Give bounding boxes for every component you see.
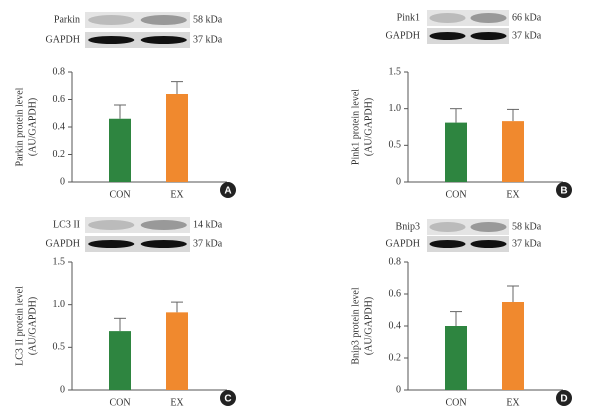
y-tick-label: 0.2 <box>53 149 66 160</box>
panel-letter: B <box>560 186 567 197</box>
bar <box>502 302 524 390</box>
blot-band <box>470 240 507 248</box>
blot-size: 58 kDa <box>512 221 542 232</box>
y-axis-label: Parkin protein level <box>14 87 25 166</box>
y-axis-label: (AU/GAPDH) <box>27 297 38 355</box>
y-tick-label: 1.5 <box>53 256 66 267</box>
y-tick-label: 0.2 <box>389 352 402 363</box>
blot-band <box>88 36 135 44</box>
blot-band <box>429 240 466 248</box>
y-axis-label: (AU/GAPDH) <box>27 98 38 156</box>
blot-band <box>429 222 466 232</box>
x-tick-label: EX <box>506 189 520 200</box>
blot-label: Parkin <box>54 14 80 25</box>
y-tick-label: 0 <box>396 384 401 395</box>
panel-letter: C <box>224 394 231 405</box>
blot-band <box>88 220 135 230</box>
blot-band <box>88 15 135 25</box>
blot-band <box>429 32 466 40</box>
bar <box>445 122 467 182</box>
y-axis-label: Pink1 protein level <box>350 89 361 165</box>
x-tick-label: EX <box>170 189 184 200</box>
panel-badge <box>556 390 572 406</box>
y-tick-label: 0.4 <box>53 121 66 132</box>
blot-label: Pink1 <box>397 12 420 23</box>
blot-size: 37 kDa <box>193 34 223 45</box>
x-tick-label: CON <box>109 189 130 200</box>
panel-letter: D <box>560 394 567 405</box>
x-tick-label: EX <box>170 397 184 408</box>
y-axis-label: (AU/GAPDH) <box>363 297 374 355</box>
bar <box>166 312 188 390</box>
blot-band <box>140 36 187 44</box>
y-tick-label: 0.5 <box>389 140 402 151</box>
y-tick-label: 0 <box>396 176 401 187</box>
y-tick-label: 1.0 <box>389 103 402 114</box>
y-tick-label: 0.5 <box>53 342 66 353</box>
x-tick-label: CON <box>445 189 466 200</box>
blot-band <box>140 240 187 248</box>
panel-badge <box>220 182 236 198</box>
x-tick-label: EX <box>506 397 520 408</box>
y-tick-label: 1.0 <box>53 299 66 310</box>
y-axis-label: (AU/GAPDH) <box>363 98 374 156</box>
blot-band <box>140 15 187 25</box>
y-tick-label: 0.6 <box>53 94 66 105</box>
blot-label: LC3 II <box>53 219 80 230</box>
blot-size: 14 kDa <box>193 219 223 230</box>
blot-band <box>470 222 507 232</box>
blot-band <box>140 220 187 230</box>
blot-label: GAPDH <box>46 238 80 249</box>
x-tick-label: CON <box>445 397 466 408</box>
blot-size: 37 kDa <box>512 238 542 249</box>
bar <box>109 331 131 390</box>
y-tick-label: 0.6 <box>389 288 402 299</box>
blot-label: GAPDH <box>386 238 420 249</box>
y-tick-label: 0.8 <box>389 256 402 267</box>
panel-badge <box>220 390 236 406</box>
blot-band <box>470 13 507 23</box>
bar <box>166 94 188 182</box>
blot-size: 37 kDa <box>512 30 542 41</box>
y-tick-label: 1.5 <box>389 66 402 77</box>
blot-label: GAPDH <box>386 30 420 41</box>
blot-size: 37 kDa <box>193 238 223 249</box>
blot-size: 58 kDa <box>193 14 223 25</box>
blot-band <box>470 32 507 40</box>
blot-label: Bnip3 <box>396 221 420 232</box>
blot-band <box>429 13 466 23</box>
x-tick-label: CON <box>109 397 130 408</box>
panel-badge <box>556 182 572 198</box>
bar <box>445 326 467 390</box>
blot-band <box>88 240 135 248</box>
blot-label: GAPDH <box>46 34 80 45</box>
y-axis-label: Bnip3 protein level <box>350 287 361 364</box>
y-tick-label: 0 <box>60 176 65 187</box>
panel-letter: A <box>224 186 231 197</box>
bar <box>502 121 524 182</box>
y-tick-label: 0.8 <box>53 66 66 77</box>
y-tick-label: 0 <box>60 384 65 395</box>
y-axis-label: LC3 II protein level <box>14 286 25 366</box>
y-tick-label: 0.4 <box>389 320 402 331</box>
blot-size: 66 kDa <box>512 12 542 23</box>
bar <box>109 118 131 182</box>
